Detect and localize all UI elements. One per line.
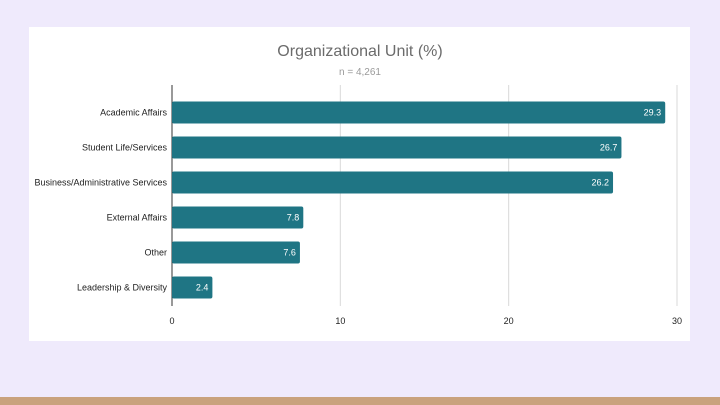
bar-value-label: 7.6: [283, 248, 296, 258]
bar-value-label: 7.8: [287, 213, 300, 223]
bar: [172, 136, 622, 159]
slide-bottom-bar: [0, 397, 720, 405]
category-label: Leadership & Diversity: [77, 283, 168, 293]
bar-value-label: 26.2: [592, 178, 610, 188]
bar-value-label: 2.4: [196, 283, 209, 293]
bar: [172, 171, 614, 194]
bar: [172, 241, 300, 264]
chart-svg: Organizational Unit (%) n = 4,261 0 10 20 3…: [34, 43, 682, 326]
category-label: Business/Administrative Services: [34, 178, 167, 188]
chart-title: Organizational Unit (%): [277, 43, 442, 60]
bar: [172, 206, 304, 229]
category-label: Other: [144, 248, 167, 258]
bar-value-label: 29.3: [644, 108, 662, 118]
chart-subtitle: n = 4,261: [339, 67, 381, 78]
x-tick-label: 20: [504, 316, 514, 326]
bar: [172, 101, 666, 124]
category-label: Student Life/Services: [82, 143, 168, 153]
x-tick-label: 10: [335, 316, 345, 326]
bars: [172, 101, 666, 299]
category-label: Academic Affairs: [100, 108, 167, 118]
chart-card: Organizational Unit (%) n = 4,261 0 10 20 3…: [29, 27, 690, 341]
bar: [172, 276, 213, 299]
bar-value-label: 26.7: [600, 143, 618, 153]
x-tick-label: 30: [672, 316, 682, 326]
category-label: External Affairs: [107, 213, 168, 223]
x-tick-label: 0: [169, 316, 174, 326]
